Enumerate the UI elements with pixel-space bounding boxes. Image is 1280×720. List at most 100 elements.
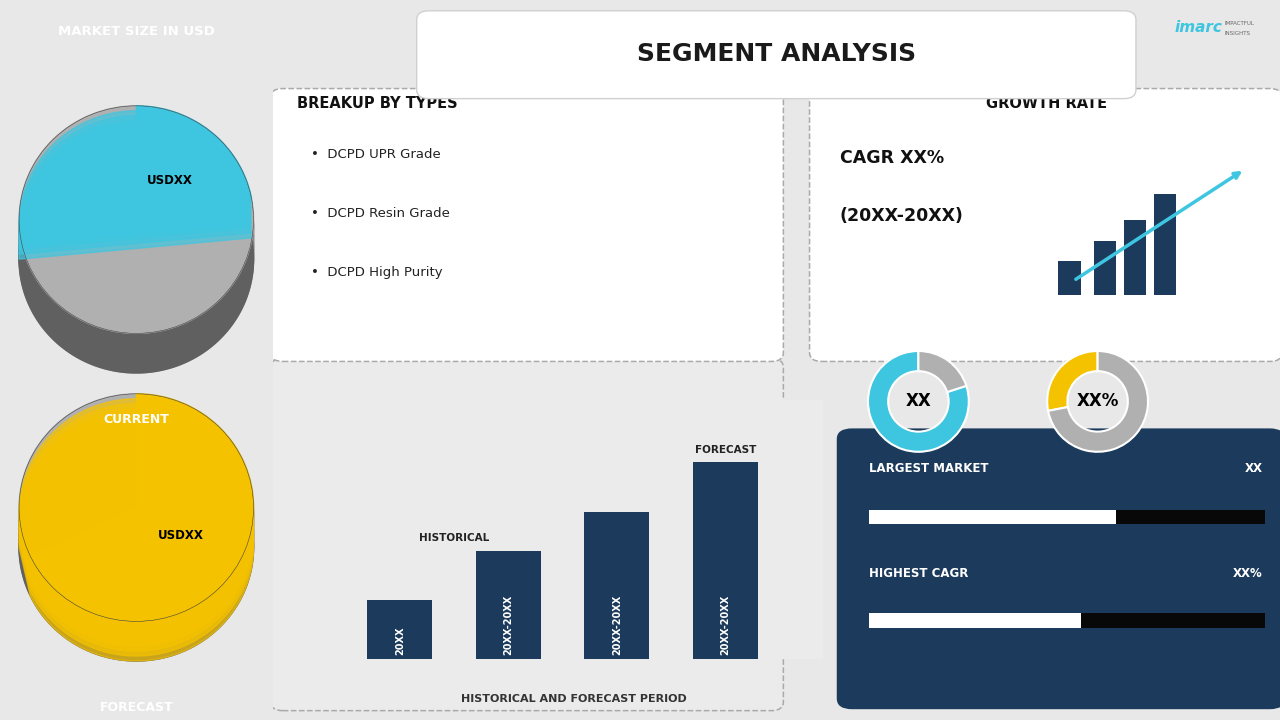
Bar <box>1155 194 1176 295</box>
Polygon shape <box>31 394 253 621</box>
Text: imarc: imarc <box>1174 20 1222 35</box>
Polygon shape <box>19 409 253 636</box>
Polygon shape <box>19 238 253 351</box>
Polygon shape <box>19 230 253 343</box>
Text: 20XX: 20XX <box>394 626 404 655</box>
Polygon shape <box>19 121 251 235</box>
Polygon shape <box>19 246 253 359</box>
Polygon shape <box>19 228 253 341</box>
Text: (20XX-20XX): (20XX-20XX) <box>840 207 964 225</box>
FancyBboxPatch shape <box>809 89 1280 361</box>
Polygon shape <box>19 428 253 656</box>
Polygon shape <box>19 520 253 633</box>
Polygon shape <box>19 511 253 625</box>
Text: FORECAST: FORECAST <box>695 444 756 454</box>
Polygon shape <box>19 239 253 353</box>
Text: CAGR XX%: CAGR XX% <box>840 149 943 167</box>
Text: INSIGHTS: INSIGHTS <box>1225 31 1251 35</box>
Polygon shape <box>19 232 253 345</box>
Text: LARGEST MARKET: LARGEST MARKET <box>869 462 988 475</box>
Wedge shape <box>1047 351 1098 411</box>
Text: MARKET SIZE IN USD: MARKET SIZE IN USD <box>58 25 215 38</box>
Text: HISTORICAL: HISTORICAL <box>419 533 489 543</box>
Polygon shape <box>19 537 253 651</box>
Text: XX: XX <box>905 392 932 410</box>
Polygon shape <box>19 106 253 333</box>
Text: HIGHEST CAGR: HIGHEST CAGR <box>869 567 969 580</box>
Polygon shape <box>19 536 253 649</box>
Polygon shape <box>19 541 253 655</box>
Text: GROWTH RATE: GROWTH RATE <box>986 96 1107 112</box>
FancyBboxPatch shape <box>270 359 783 711</box>
Polygon shape <box>19 259 253 373</box>
Polygon shape <box>19 256 253 369</box>
Polygon shape <box>19 521 253 635</box>
Bar <box>584 511 649 659</box>
Polygon shape <box>19 404 253 631</box>
Wedge shape <box>1048 351 1148 451</box>
Polygon shape <box>19 116 251 230</box>
Text: •  DCPD Resin Grade: • DCPD Resin Grade <box>311 207 449 220</box>
Wedge shape <box>868 351 969 452</box>
Polygon shape <box>19 523 253 637</box>
Polygon shape <box>19 399 253 626</box>
Bar <box>1080 613 1265 628</box>
Polygon shape <box>19 233 253 347</box>
Polygon shape <box>19 140 251 254</box>
FancyBboxPatch shape <box>417 11 1135 99</box>
Polygon shape <box>19 543 253 657</box>
Polygon shape <box>136 106 251 220</box>
FancyBboxPatch shape <box>837 428 1280 709</box>
Polygon shape <box>19 223 253 337</box>
Polygon shape <box>19 414 253 641</box>
Polygon shape <box>19 130 251 244</box>
Polygon shape <box>19 516 253 629</box>
Polygon shape <box>19 249 253 363</box>
Polygon shape <box>19 423 253 651</box>
Bar <box>1093 241 1116 295</box>
Text: •  DCPD High Purity: • DCPD High Purity <box>311 266 443 279</box>
Bar <box>367 600 433 659</box>
Polygon shape <box>19 529 253 643</box>
Polygon shape <box>19 225 253 339</box>
Polygon shape <box>19 513 253 627</box>
Bar <box>869 510 1116 524</box>
Bar <box>1124 220 1146 295</box>
FancyBboxPatch shape <box>270 89 783 361</box>
Polygon shape <box>19 518 253 631</box>
Polygon shape <box>19 145 251 259</box>
Bar <box>692 462 758 659</box>
Text: XX%: XX% <box>1076 392 1119 410</box>
Bar <box>1059 261 1080 295</box>
Text: USDXX: USDXX <box>157 528 204 541</box>
Text: IMPACTFUL: IMPACTFUL <box>1225 21 1254 25</box>
Text: SEGMENT ANALYSIS: SEGMENT ANALYSIS <box>636 42 916 66</box>
Polygon shape <box>19 253 253 367</box>
Bar <box>476 551 541 659</box>
Text: 20XX-20XX: 20XX-20XX <box>503 595 513 655</box>
Text: USDXX: USDXX <box>147 174 193 186</box>
Polygon shape <box>19 241 253 355</box>
Polygon shape <box>19 433 253 661</box>
Polygon shape <box>19 418 253 646</box>
Text: BREAKUP BY TYPES: BREAKUP BY TYPES <box>297 96 457 112</box>
Polygon shape <box>19 394 253 621</box>
Polygon shape <box>19 235 253 349</box>
Text: •  DCPD UPR Grade: • DCPD UPR Grade <box>311 148 440 161</box>
Polygon shape <box>19 257 253 371</box>
Polygon shape <box>19 243 253 357</box>
Polygon shape <box>19 111 251 225</box>
Text: CURRENT: CURRENT <box>104 413 169 426</box>
Wedge shape <box>919 351 966 392</box>
Polygon shape <box>19 135 251 249</box>
Text: FORECAST: FORECAST <box>100 701 173 714</box>
Polygon shape <box>19 534 253 647</box>
Text: 20XX-20XX: 20XX-20XX <box>721 595 731 655</box>
Bar <box>1116 510 1265 524</box>
Text: 20XX-20XX: 20XX-20XX <box>612 595 622 655</box>
Bar <box>869 613 1080 628</box>
Polygon shape <box>19 526 253 639</box>
Polygon shape <box>19 247 253 361</box>
Text: HISTORICAL AND FORECAST PERIOD: HISTORICAL AND FORECAST PERIOD <box>461 694 686 704</box>
Polygon shape <box>19 547 253 661</box>
